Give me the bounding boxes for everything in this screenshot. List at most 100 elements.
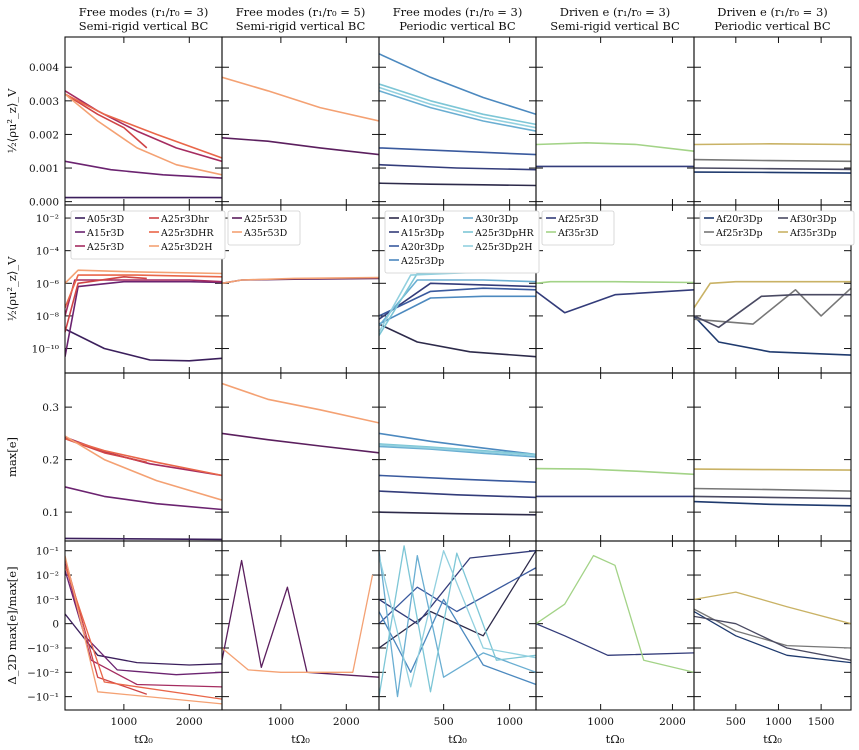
y-tick-label: −10⁻¹ [27, 692, 59, 704]
series-line-a25r3dp2h [379, 86, 536, 129]
legend-entry: Af25r3Dp [715, 228, 763, 239]
series-line-af25r3dp [694, 287, 851, 325]
row-label-4: Δ_2D max[e]/max[e] [5, 566, 19, 684]
series-line-a15r3dp [379, 282, 536, 320]
series-line-a15r3d [65, 280, 222, 357]
series-line-a25r53d [222, 559, 379, 678]
y-tick-label: 10⁻³ [36, 594, 59, 606]
panel-frame [221, 540, 380, 711]
panel-frame [378, 372, 537, 542]
series-line-af20r3dp [694, 610, 851, 664]
y-tick-label: 0.002 [29, 129, 59, 141]
legend-entry: A15r3Dp [400, 228, 444, 239]
column-title-3: Free modes (r₁/r₀ = 3) [393, 5, 523, 19]
x-tick-label: 2000 [176, 716, 203, 728]
panel-frame [693, 540, 852, 711]
x-tick-label: 500 [726, 716, 746, 728]
y-tick-label: 10⁻² [36, 570, 59, 582]
series-line-af30r3dp [694, 167, 851, 171]
x-axis-label: tΩ₀ [134, 732, 153, 746]
legend-entry: Af35r3Dp [789, 228, 837, 239]
column-title-4: Driven e (r₁/r₀ = 3) [560, 5, 671, 19]
series-line-af20r3dp [694, 500, 851, 507]
legend-entry: A25r3D2H [160, 242, 212, 253]
series-line-a35r53d [222, 574, 374, 673]
series-line-af35r3d [536, 467, 694, 476]
legend-entry: A30r3Dp [474, 214, 518, 225]
series-line-a25r3d [65, 90, 222, 163]
series-line-a25r3dp [379, 598, 536, 686]
series-line-af35r3dp [694, 143, 851, 146]
series-line-af25r3dp [694, 608, 851, 649]
series-line-a25r3d2h [65, 269, 222, 284]
series-line-af25r3dp [694, 487, 851, 492]
series-line-a10r3dp [379, 182, 536, 187]
column-subtitle-4: Semi-rigid vertical BC [550, 19, 680, 33]
legend-entry: A25r3DpHR [474, 228, 535, 239]
column-subtitle-2: Semi-rigid vertical BC [236, 19, 366, 33]
series-line-a25r3dp2h [379, 444, 536, 457]
panel-frame [221, 372, 380, 542]
series-line-af25r3d [536, 623, 694, 656]
y-tick-label: 0 [52, 619, 59, 631]
legend-entry: A25r3D [86, 242, 125, 253]
series-line-a25r3dhr [65, 276, 147, 333]
series-line-a15r3dp [379, 550, 536, 625]
legend-box [541, 210, 615, 246]
legend-entry: A35r53D [243, 228, 288, 239]
series-line-a05r3d [65, 328, 222, 362]
x-tick-label: 500 [434, 716, 454, 728]
column-title-1: Free modes (r₁/r₀ = 3) [79, 5, 209, 19]
y-tick-label: 10⁻² [36, 213, 59, 225]
y-tick-label: 0.2 [42, 455, 59, 467]
y-tick-label: 0.3 [42, 402, 59, 414]
series-line-af20r3dp [694, 171, 851, 174]
series-line-a10r3dp [379, 323, 536, 358]
panel-frame [535, 372, 695, 542]
y-tick-label: 0.1 [42, 507, 59, 519]
series-line-a25r3dhr [65, 93, 222, 159]
series-line-a25r3dhr [65, 565, 222, 700]
column-title-5: Driven e (r₁/r₀ = 3) [717, 5, 828, 19]
series-line-af30r3dp [694, 293, 851, 329]
series-line-a25r53d [222, 137, 379, 156]
y-tick-label: 0.001 [29, 163, 59, 175]
series-line-a30r3dp [379, 445, 536, 458]
y-tick-label: 10⁻⁸ [36, 311, 59, 323]
panel-frame [693, 372, 852, 542]
series-line-a30r3dp [379, 90, 536, 132]
series-line-af35r3d [536, 554, 694, 673]
series-line-a20r3dp [379, 474, 536, 483]
panel-frame [693, 36, 852, 206]
series-line-a15r3d [65, 570, 222, 676]
legend-entry: Af25r3D [557, 214, 599, 225]
x-tick-label: 1000 [587, 716, 614, 728]
panel-frame [221, 36, 380, 206]
series-line-a25r3dp2h [379, 550, 536, 688]
legend-entry: A05r3D [86, 214, 125, 225]
row-label-1: ½⟨ρu²_z⟩_V [5, 88, 19, 153]
series-line-a20r3dp [379, 287, 536, 317]
x-axis-label: tΩ₀ [606, 732, 625, 746]
series-line-a35r53d [222, 76, 379, 122]
series-line-a25r3d2h [65, 93, 222, 176]
panel-frame [535, 36, 695, 206]
legend-entry: Af20r3Dp [715, 214, 763, 225]
series-line-a10r3dp [379, 511, 536, 516]
panel-frame [378, 36, 537, 206]
series-line-a05r3d [65, 537, 222, 541]
legend-entry: A25r3Dp2H [474, 242, 533, 253]
y-tick-label: 10⁻¹ [36, 546, 59, 558]
series-line-af20r3dp [694, 315, 851, 356]
series-line-a35r53d [222, 276, 379, 285]
series-line-a15r3dp [379, 163, 536, 171]
series-line-af35r3dp [694, 280, 851, 309]
y-tick-label: 0.000 [29, 197, 59, 209]
series-line-a25r3dhr [65, 93, 148, 149]
series-line-a20r3dp [379, 147, 536, 156]
legend-entry: Af30r3Dp [789, 214, 837, 225]
series-line-a25r3dp [379, 432, 536, 456]
x-tick-label: 1000 [496, 716, 523, 728]
row-label-2: ½⟨ρu²_z⟩_V [5, 256, 19, 321]
